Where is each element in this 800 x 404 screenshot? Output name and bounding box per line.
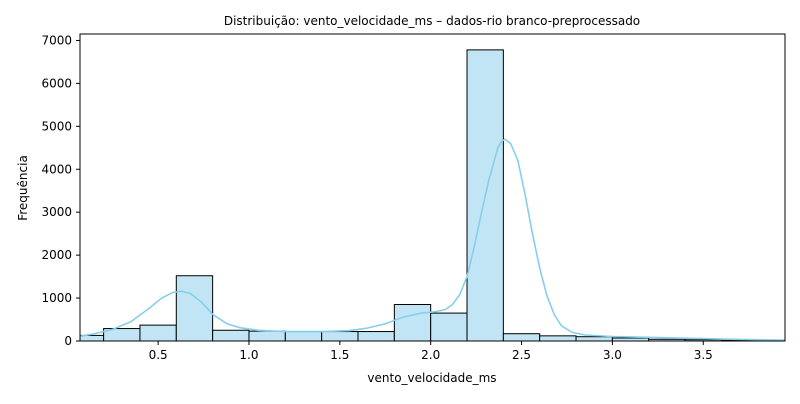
y-axis-label: Frequência [16,155,30,221]
histogram-bar [575,336,613,341]
y-tick-label: 7000 [41,33,72,47]
x-tick-label: 0.5 [149,348,168,362]
y-tick-label: 4000 [41,162,72,176]
y-tick-label: 1000 [41,291,72,305]
histogram-bar [80,334,105,341]
histogram-bar [321,331,359,341]
y-tick-label: 0 [64,334,72,348]
y-tick-label: 5000 [41,119,72,133]
histogram-bar [539,335,577,341]
kde-curve [80,138,785,341]
histogram-bars [80,49,785,341]
chart-title: Distribuição: vento_velocidade_ms – dado… [224,14,640,28]
histogram-bar [502,333,541,341]
histogram-bar [284,331,323,341]
histogram-bar [393,304,432,341]
histogram-bar [212,329,250,341]
x-tick-label: 1.0 [239,348,258,362]
x-tick-label: 3.0 [603,348,622,362]
y-axis: 0 1000 2000 3000 4000 5000 6000 7000 [41,33,80,348]
x-axis: 0.5 1.0 1.5 2.0 2.5 3.0 3.5 [149,341,713,362]
histogram-bar [357,331,395,341]
x-axis-label: vento_velocidade_ms [367,371,496,385]
x-tick-label: 2.5 [512,348,531,362]
y-tick-label: 3000 [41,205,72,219]
histogram-bar [248,330,286,341]
x-tick-label: 1.5 [330,348,349,362]
histogram-bar [139,324,177,341]
x-tick-label: 3.5 [694,348,713,362]
y-tick-label: 6000 [41,76,72,90]
histogram-bar [430,312,468,341]
x-tick-label: 2.0 [421,348,440,362]
y-tick-label: 2000 [41,248,72,262]
plot-frame [79,33,786,342]
